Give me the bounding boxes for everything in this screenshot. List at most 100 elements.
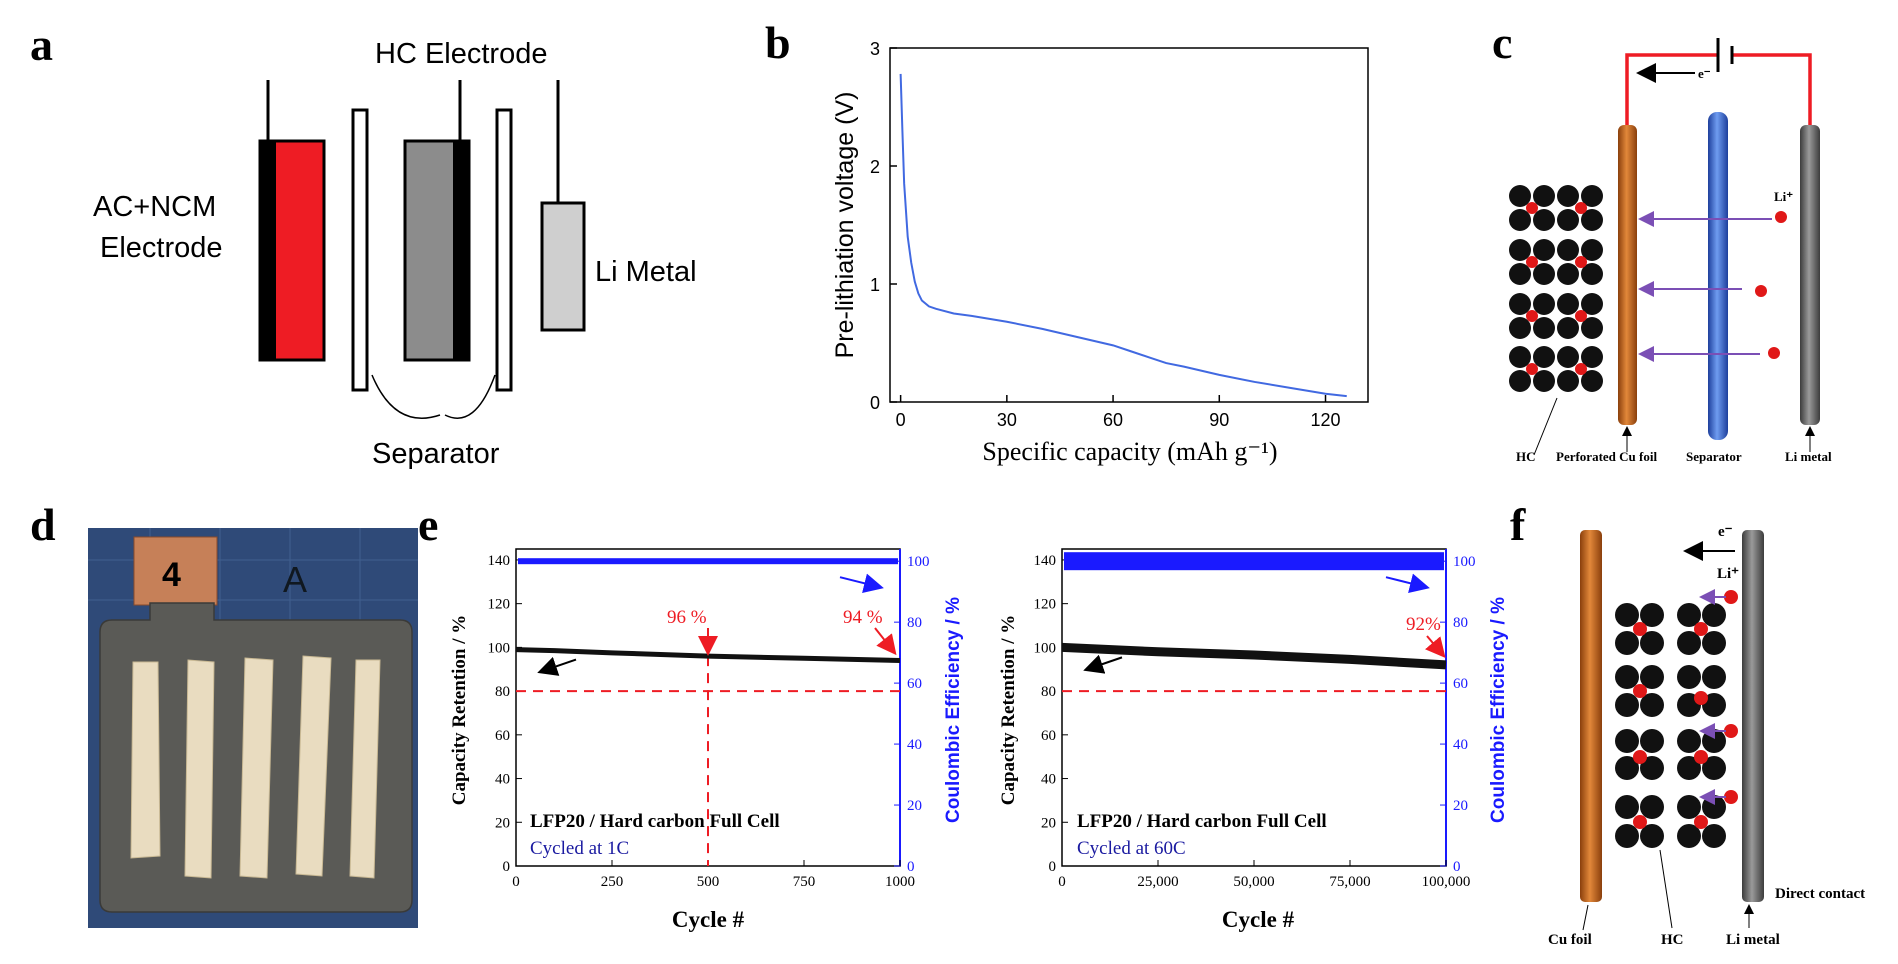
li-metal-label-c: Li metal xyxy=(1785,449,1832,464)
hc-ball-f xyxy=(1702,729,1726,753)
e-ytick-label: 20 xyxy=(495,815,510,831)
li-dot-f xyxy=(1694,750,1708,764)
e-ytick-right-label: 0 xyxy=(1453,859,1461,875)
coulombic-efficiency-series xyxy=(518,558,898,565)
hc-ball-f xyxy=(1702,795,1726,819)
direct-contact-label: Direct contact xyxy=(1775,886,1865,902)
e-ytick-right-label: 80 xyxy=(1453,615,1468,631)
hc-ball-f xyxy=(1677,795,1701,819)
hc-ball xyxy=(1557,185,1579,207)
li-dot xyxy=(1526,363,1538,375)
hc-ball xyxy=(1509,370,1531,392)
e-ytick-right-label: 0 xyxy=(907,859,915,875)
hc-ball-f xyxy=(1702,824,1726,848)
hc-ball xyxy=(1557,370,1579,392)
electron-label-f: e⁻ xyxy=(1718,524,1733,540)
hc-ball xyxy=(1557,239,1579,261)
e-right-cell-label: LFP20 / Hard carbon Full Cell xyxy=(1077,811,1327,832)
b-xtick-label: 0 xyxy=(896,410,906,430)
e-xtick-label: 75,000 xyxy=(1329,874,1370,890)
hc-ball-f xyxy=(1615,795,1639,819)
li-dot-f xyxy=(1633,684,1647,698)
hc-ball xyxy=(1557,317,1579,339)
hc-ball xyxy=(1557,293,1579,315)
hc-ball-f xyxy=(1615,693,1639,717)
copper-tab xyxy=(133,536,218,606)
coulombic-efficiency-series xyxy=(1064,552,1444,571)
e-right-arrow-92 xyxy=(1425,635,1446,659)
hc-ball xyxy=(1581,263,1603,285)
e-ytick-label: 0 xyxy=(503,859,511,875)
li-dot xyxy=(1575,363,1587,375)
li-dot-f xyxy=(1694,622,1708,636)
plot-b-ylabel: Pre-lithiation voltage (V) xyxy=(831,92,859,359)
hc-ball-f xyxy=(1640,729,1664,753)
hc-ball xyxy=(1581,239,1603,261)
hc-ball-f xyxy=(1640,603,1664,627)
hc-ball-f xyxy=(1677,824,1701,848)
hc-ball xyxy=(1533,239,1555,261)
hc-ball-f xyxy=(1615,756,1639,780)
hc-ball xyxy=(1581,317,1603,339)
hc-ball xyxy=(1533,370,1555,392)
separator-bar xyxy=(1708,112,1728,440)
electron-label-c: e⁻ xyxy=(1698,66,1711,81)
e-ytick-label: 120 xyxy=(1034,597,1057,613)
e-ytick-label: 80 xyxy=(495,684,510,700)
capacity-retention-series xyxy=(515,647,901,663)
hc-ball-f xyxy=(1702,665,1726,689)
hc-ball xyxy=(1557,346,1579,368)
panel-e-left-labels: Capacity Retention / % Coulombic Efficie… xyxy=(449,597,964,932)
e-xtick-label: 50,000 xyxy=(1233,874,1274,890)
e-left-annotation-96: 96 % xyxy=(667,607,707,628)
hc-ball xyxy=(1509,346,1531,368)
li-dot-f xyxy=(1633,622,1647,636)
e-ytick-right-label: 100 xyxy=(907,554,930,570)
e-xtick-label: 750 xyxy=(793,874,816,890)
e-xtick-label: 0 xyxy=(1058,874,1066,890)
li-dot xyxy=(1575,202,1587,214)
separator-label-c: Separator xyxy=(1686,449,1742,464)
hc-ball-f xyxy=(1677,603,1701,627)
panel-letter-c: c xyxy=(1492,17,1512,68)
li-dot-f xyxy=(1724,724,1738,738)
li-dot-f xyxy=(1694,815,1708,829)
hc-ball xyxy=(1581,346,1603,368)
cu-foil-bar-f xyxy=(1580,530,1602,902)
panel-d-photo: 4 A xyxy=(88,528,418,928)
separator-label: Separator xyxy=(372,438,500,470)
e-arrow-right xyxy=(839,573,884,594)
panel-letter-b: b xyxy=(765,17,791,68)
e-left-arrow-94 xyxy=(874,627,897,656)
li-metal-bar xyxy=(1800,125,1820,425)
li-dot-f xyxy=(1633,750,1647,764)
li-metal-bar-f xyxy=(1742,530,1764,902)
hc-ball xyxy=(1533,263,1555,285)
hc-ball-f xyxy=(1702,693,1726,717)
li-dot xyxy=(1526,202,1538,214)
b-xtick-label: 30 xyxy=(997,410,1017,430)
hc-label-f: HC xyxy=(1661,932,1684,948)
li-dot-f xyxy=(1724,590,1738,604)
e-ytick-right-label: 40 xyxy=(907,737,922,753)
capacity-retention-series xyxy=(1061,642,1447,670)
e-ytick-right-label: 40 xyxy=(1453,737,1468,753)
e-ytick-label: 140 xyxy=(1034,553,1057,569)
hc-ball xyxy=(1509,209,1531,231)
panel-b: 0 30 60 90 120 0 1 2 3 Specific capacity (mAh g⁻… xyxy=(831,39,1369,466)
hc-ball-f xyxy=(1702,631,1726,655)
b-ytick-label: 1 xyxy=(870,275,880,295)
hc-ball xyxy=(1533,185,1555,207)
e-left-ylabel-right: Coulombic Efficiency / % xyxy=(943,597,964,823)
e-ytick-label: 100 xyxy=(488,640,511,656)
e-ytick-right-label: 80 xyxy=(907,615,922,631)
hc-ball-f xyxy=(1640,631,1664,655)
hc-particles-f xyxy=(1615,590,1738,848)
cu-foil-label-f: Cu foil xyxy=(1548,932,1592,948)
hc-ball xyxy=(1557,263,1579,285)
hc-ball-f xyxy=(1640,665,1664,689)
e-ytick-label: 0 xyxy=(1049,859,1057,875)
hc-ball-f xyxy=(1615,631,1639,655)
hc-ball-f xyxy=(1677,756,1701,780)
plot-b-xlabel: Specific capacity (mAh g⁻¹) xyxy=(982,437,1277,466)
